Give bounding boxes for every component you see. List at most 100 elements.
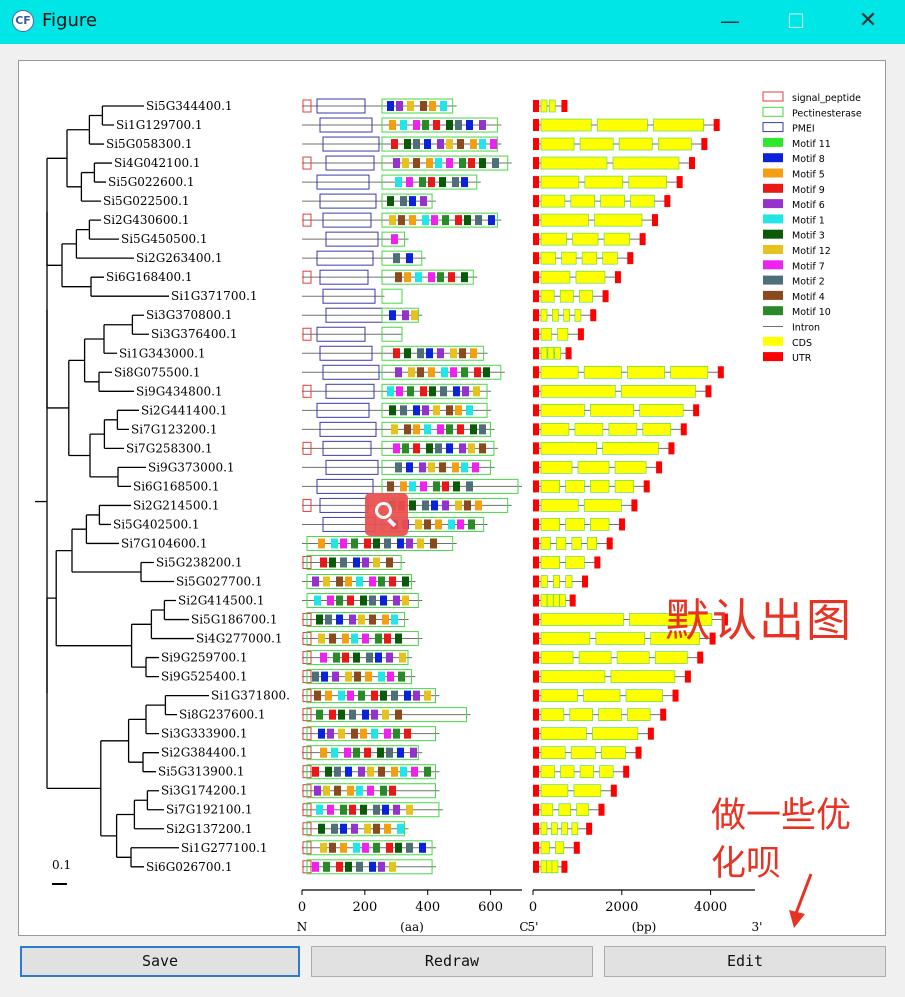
tree-branch [55, 549, 132, 647]
motif-box [338, 690, 345, 701]
cds-block [540, 175, 580, 189]
cds-block [565, 575, 573, 588]
cds-block [565, 518, 585, 531]
pectinesterase-domain [306, 593, 419, 609]
cds-block [608, 423, 638, 436]
cds-block [571, 822, 579, 836]
motif-box [428, 462, 435, 473]
gene-axis-tick-label: 2000 [605, 900, 638, 915]
redraw-button[interactable]: Redraw [311, 946, 593, 977]
utr-block [709, 632, 716, 645]
cds-block [546, 594, 554, 607]
utr-block [639, 233, 646, 246]
minimize-button[interactable]: — [720, 9, 740, 33]
motif-box [391, 766, 398, 777]
motif-box [468, 443, 475, 454]
cds-block [540, 442, 598, 455]
pectinesterase-domain [381, 402, 488, 418]
utr-block [533, 556, 539, 569]
utr-block [533, 347, 539, 360]
gene-label: Si3G370800.1 [146, 308, 233, 322]
motif-box [320, 557, 327, 568]
motif-box [426, 348, 433, 359]
motif-box [321, 671, 328, 682]
cds-block [540, 727, 587, 740]
cds-block [559, 289, 574, 303]
zoom-magnifier-icon[interactable] [365, 493, 408, 536]
cds-block [540, 232, 567, 246]
utr-block [705, 385, 712, 398]
motif-box [428, 177, 435, 188]
save-button[interactable]: Save [20, 946, 300, 977]
utr-block [693, 404, 700, 417]
motif-box [367, 766, 374, 777]
cds-block [654, 651, 688, 664]
cds-block [590, 518, 610, 531]
motif-box [437, 348, 444, 359]
cds-block [642, 423, 672, 436]
pectinesterase-domain [306, 688, 436, 704]
motif-box [402, 158, 409, 169]
utr-block [533, 822, 539, 835]
gene-label: Si5G022500.1 [103, 194, 190, 208]
legend-swatch [763, 229, 783, 239]
utr-block [533, 195, 539, 208]
motif-box [410, 747, 417, 758]
motif-box [387, 481, 394, 492]
edit-button[interactable]: Edit [604, 946, 886, 977]
motif-box [331, 747, 338, 758]
utr-block [598, 803, 605, 816]
motif-box [455, 405, 462, 416]
signal-peptide-box [302, 384, 312, 398]
motif-box [457, 519, 464, 530]
motif-box [362, 709, 369, 720]
motif-box [446, 139, 453, 150]
pectinesterase-domain [381, 383, 488, 399]
pectinesterase-domain [381, 98, 454, 114]
utr-block [619, 518, 626, 531]
cds-block [583, 365, 622, 379]
cds-block [540, 137, 575, 151]
motif-box [488, 215, 495, 226]
utr-block [533, 803, 539, 816]
gene-label: Si5G238200.1 [156, 555, 243, 569]
motif-box [360, 595, 367, 606]
tree-branch [46, 157, 67, 266]
gene-axis-end-label: 3' [752, 920, 763, 934]
maximize-button[interactable]: ☐ [787, 9, 805, 33]
motif-box [356, 576, 363, 587]
cds-block [600, 194, 625, 208]
cds-block [598, 708, 622, 721]
gene-label: Si8G075500.1 [114, 365, 201, 379]
legend-label: CDS [792, 338, 812, 349]
legend-label: PMEI [792, 124, 815, 135]
cds-block [546, 860, 553, 874]
cds-block [596, 118, 648, 132]
close-button[interactable]: ✕ [858, 8, 878, 33]
motif-box [426, 443, 433, 454]
motif-box [440, 386, 447, 397]
motif-box [389, 215, 396, 226]
motif-box [420, 481, 427, 492]
cds-block [594, 213, 643, 227]
utr-block [631, 499, 638, 512]
cds-block [540, 213, 589, 227]
motif-box [391, 234, 398, 245]
motif-box [331, 538, 338, 549]
utr-block [664, 195, 671, 208]
cds-block [540, 499, 579, 512]
motif-box [429, 101, 436, 111]
utr-block [713, 119, 720, 132]
motif-box [431, 500, 438, 511]
motif-box [384, 823, 391, 834]
motif-box [462, 386, 469, 397]
motif-box [422, 215, 429, 226]
utr-block [533, 385, 539, 398]
motif-box [378, 861, 385, 872]
motif-box [404, 348, 411, 359]
gene-label: Si1G371700.1 [171, 289, 258, 303]
motif-box [378, 766, 385, 777]
cds-block [540, 308, 548, 322]
legend-label: Motif 5 [792, 170, 825, 181]
legend-swatch [763, 214, 783, 224]
